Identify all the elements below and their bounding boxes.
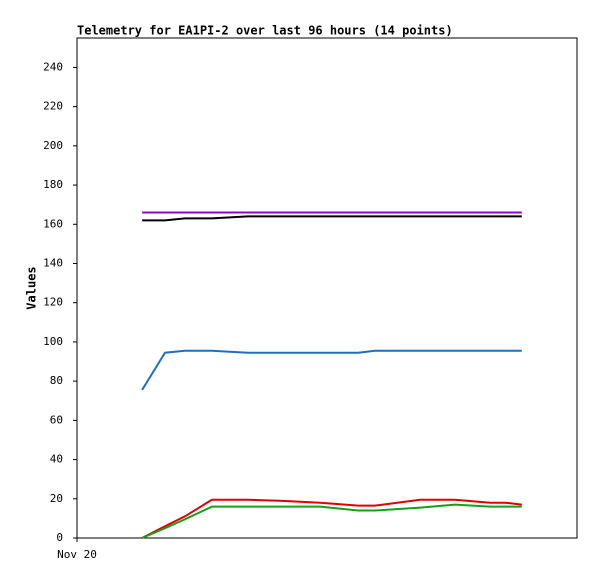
y-tick-label: 100 (43, 335, 63, 348)
series-line (141, 349, 522, 391)
y-tick-label: 40 (50, 453, 63, 466)
y-tick-label: 20 (50, 492, 63, 505)
chart-title: Telemetry for EA1PI-2 over last 96 hours… (77, 24, 453, 38)
y-tick-label: 120 (43, 296, 63, 309)
series-line (141, 498, 522, 539)
y-tick-label: 60 (50, 413, 63, 426)
plot-frame (76, 37, 578, 539)
x-tick-label: Nov 20 (57, 548, 97, 561)
series-line (142, 215, 522, 222)
y-tick-label: 0 (56, 531, 63, 544)
y-tick-label: 80 (50, 374, 63, 387)
y-tick-label: 140 (43, 256, 63, 269)
y-tick-label: 160 (43, 217, 63, 230)
y-tick-label: 200 (43, 139, 63, 152)
y-tick-label: 240 (43, 60, 63, 73)
y-axis-label: Values (25, 266, 39, 309)
y-tick-label: 180 (43, 178, 63, 191)
y-tick-label: 220 (43, 100, 63, 113)
series-line (141, 503, 522, 539)
